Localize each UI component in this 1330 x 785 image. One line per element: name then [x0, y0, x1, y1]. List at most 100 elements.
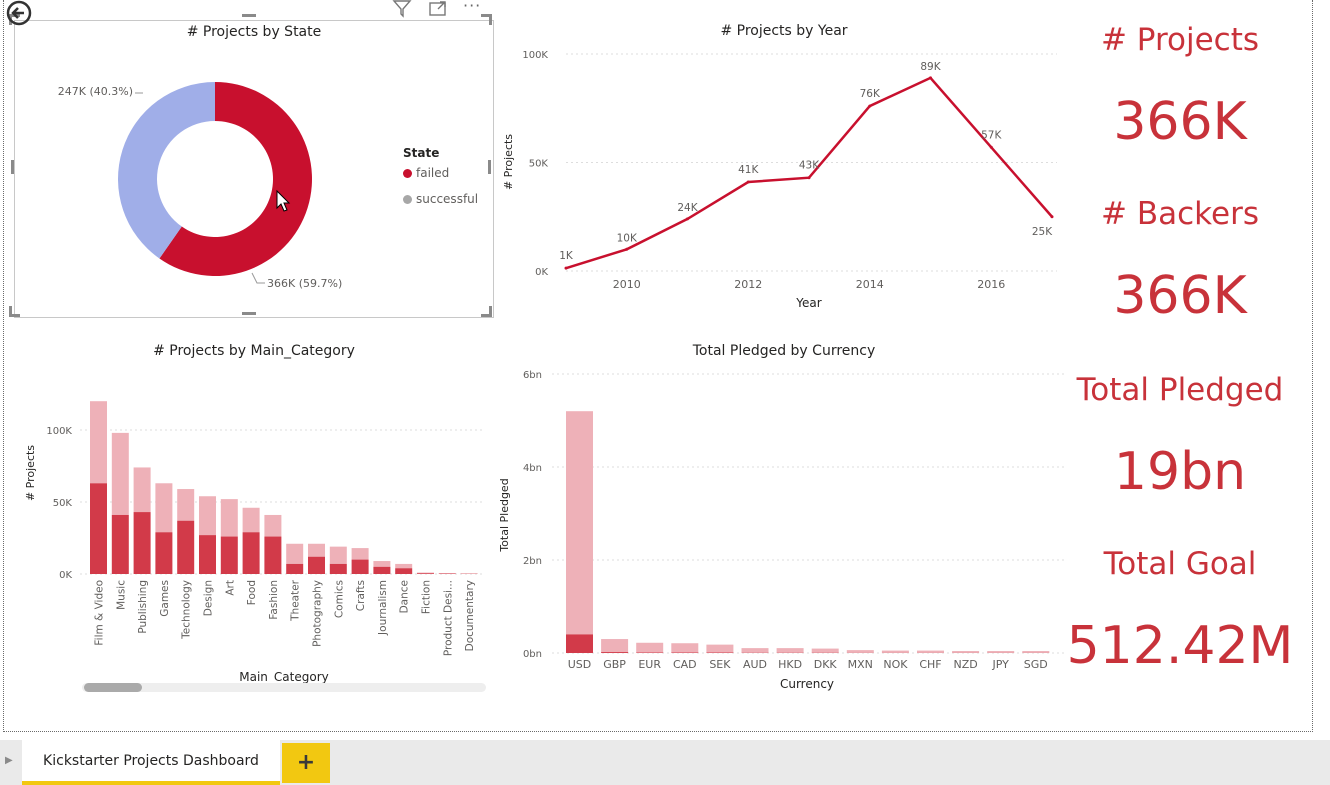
- selection-handle[interactable]: [11, 160, 14, 174]
- bar-segment-light: [881, 650, 909, 653]
- y-tick-label: 50K: [529, 159, 549, 170]
- x-tick-label: Art: [224, 580, 236, 596]
- x-axis-title: Main_Category: [239, 670, 328, 684]
- donut-legend-title: State: [403, 146, 440, 160]
- bar-segment-light: [220, 499, 238, 537]
- bar-segment-light: [373, 561, 391, 567]
- x-tick-label: SEK: [709, 658, 731, 671]
- selection-handle[interactable]: [481, 306, 492, 317]
- line-point: [686, 217, 689, 221]
- y-tick-label: 50K: [53, 498, 73, 509]
- focus-mode-icon[interactable]: [428, 0, 448, 20]
- bar-segment-dark: [264, 536, 282, 574]
- filter-icon[interactable]: [392, 0, 412, 22]
- backers-card-value: 366K: [1113, 266, 1247, 326]
- line-point: [868, 104, 872, 108]
- data-label: 43K: [799, 160, 820, 172]
- bar-segment-light: [952, 651, 980, 653]
- bar-segment-dark: [601, 652, 629, 653]
- back-icon[interactable]: [6, 0, 32, 30]
- selection-handle[interactable]: [481, 14, 492, 25]
- x-tick-label: MXN: [848, 658, 873, 671]
- line-point: [989, 145, 993, 149]
- selection-handle[interactable]: [488, 160, 491, 174]
- selection-handle[interactable]: [242, 14, 256, 17]
- y-tick-label: 0bn: [523, 649, 542, 660]
- x-tick-label: AUD: [743, 658, 767, 671]
- more-options-icon[interactable]: ···: [463, 0, 482, 15]
- selection-handle[interactable]: [9, 306, 20, 317]
- currency-bar-visual[interactable]: Total Pledged by Currency 0bn 2bn 4bn 6bn To…: [494, 340, 1074, 696]
- line-series: [565, 76, 1053, 270]
- mouse-cursor-icon: [276, 189, 291, 212]
- bar-segment-light: [264, 514, 282, 537]
- bar-segment-dark: [286, 563, 304, 574]
- donut-label-failed: 366K (59.7%): [267, 277, 342, 290]
- horizontal-scrollbar-thumb[interactable]: [84, 683, 142, 692]
- x-tick-label: Fiction: [421, 580, 433, 614]
- data-label: 10K: [617, 232, 638, 244]
- bar-segment-light: [636, 642, 664, 653]
- x-tick-label: Games: [159, 580, 171, 617]
- y-tick-label: 6bn: [523, 370, 542, 381]
- data-label: 41K: [738, 164, 759, 176]
- bar-segment-light: [90, 401, 107, 484]
- x-tick-label: Food: [246, 580, 258, 605]
- x-tick-label: Theater: [290, 579, 302, 622]
- donut-title: # Projects by State: [186, 24, 322, 40]
- x-tick-label: USD: [568, 658, 592, 671]
- bar-segment-light: [566, 411, 593, 635]
- x-tick-label: Photography: [312, 580, 324, 647]
- x-tick-label: Fashion: [268, 580, 280, 620]
- x-tick-label: 2016: [977, 278, 1005, 291]
- bar-segment-light: [671, 643, 699, 653]
- bar-segment-light: [177, 489, 195, 521]
- bar-segment-light: [329, 546, 347, 564]
- y-tick-label: 4bn: [523, 463, 542, 474]
- x-tick-label: Publishing: [137, 580, 149, 634]
- x-tick-label: HKD: [778, 658, 802, 671]
- donut-leader-line: [251, 272, 265, 284]
- x-tick-label: Product Desi...: [442, 580, 454, 656]
- currency-bar-chart: 0bn 2bn 4bn 6bn Total Pledged USD GBP EUR CAD SEK…: [498, 370, 1064, 691]
- projects-card-value: 366K: [1113, 92, 1247, 152]
- category-bar-chart: 0K 50K 100K # Projects Film & Video Music Publ…: [24, 401, 484, 684]
- year-line-title: # Projects by Year: [720, 23, 848, 39]
- horizontal-scrollbar-track[interactable]: [82, 683, 486, 692]
- projects-card-label: # Projects: [1100, 22, 1260, 58]
- y-tick-label: 100K: [522, 50, 548, 61]
- tab-scroll-left-icon[interactable]: ▶: [5, 755, 13, 766]
- bar-segment-dark: [308, 556, 325, 574]
- donut-visual[interactable]: # Projects by State 366K (59.7%) 247K (40…: [14, 20, 494, 318]
- add-page-button[interactable]: +: [282, 743, 330, 783]
- x-tick-label: Documentary: [464, 580, 476, 651]
- x-tick-label: Crafts: [355, 580, 367, 611]
- data-label: 24K: [677, 202, 698, 214]
- legend-item-successful[interactable]: successful: [403, 192, 478, 218]
- line-point: [929, 76, 932, 80]
- bar-segment-dark: [566, 634, 593, 653]
- bar-segment-light: [308, 543, 325, 557]
- bar-segment-dark: [417, 573, 434, 574]
- bar-segment-light: [351, 548, 369, 560]
- bar-segment-light: [133, 467, 151, 513]
- donut-label-successful: 247K (40.3%): [58, 85, 133, 98]
- x-tick-label: JPY: [992, 658, 1010, 671]
- tab-kickstarter-dashboard[interactable]: Kickstarter Projects Dashboard: [22, 740, 280, 785]
- bar-segment-dark: [351, 559, 369, 574]
- bar-segment-light: [155, 483, 173, 533]
- year-line-visual[interactable]: # Projects by Year 0K 50K 100K 2010 2012 2014…: [494, 20, 1074, 320]
- bar-segment-dark: [90, 483, 107, 574]
- bar-segment-dark: [155, 532, 173, 574]
- category-bar-visual[interactable]: # Projects by Main_Category 0K 50K 100K # P…: [14, 340, 494, 696]
- line-point: [1050, 215, 1054, 219]
- backers-card-label: # Backers: [1101, 196, 1259, 232]
- x-tick-label: DKK: [814, 658, 838, 671]
- bar-segment-dark: [373, 566, 391, 574]
- selection-handle[interactable]: [242, 312, 256, 315]
- line-point: [564, 266, 568, 270]
- y-axis-title: # Projects: [24, 445, 37, 501]
- legend-item-failed[interactable]: failed: [403, 166, 478, 192]
- goal-card-label: Total Goal: [1103, 546, 1257, 582]
- bar-segment-light: [286, 543, 304, 564]
